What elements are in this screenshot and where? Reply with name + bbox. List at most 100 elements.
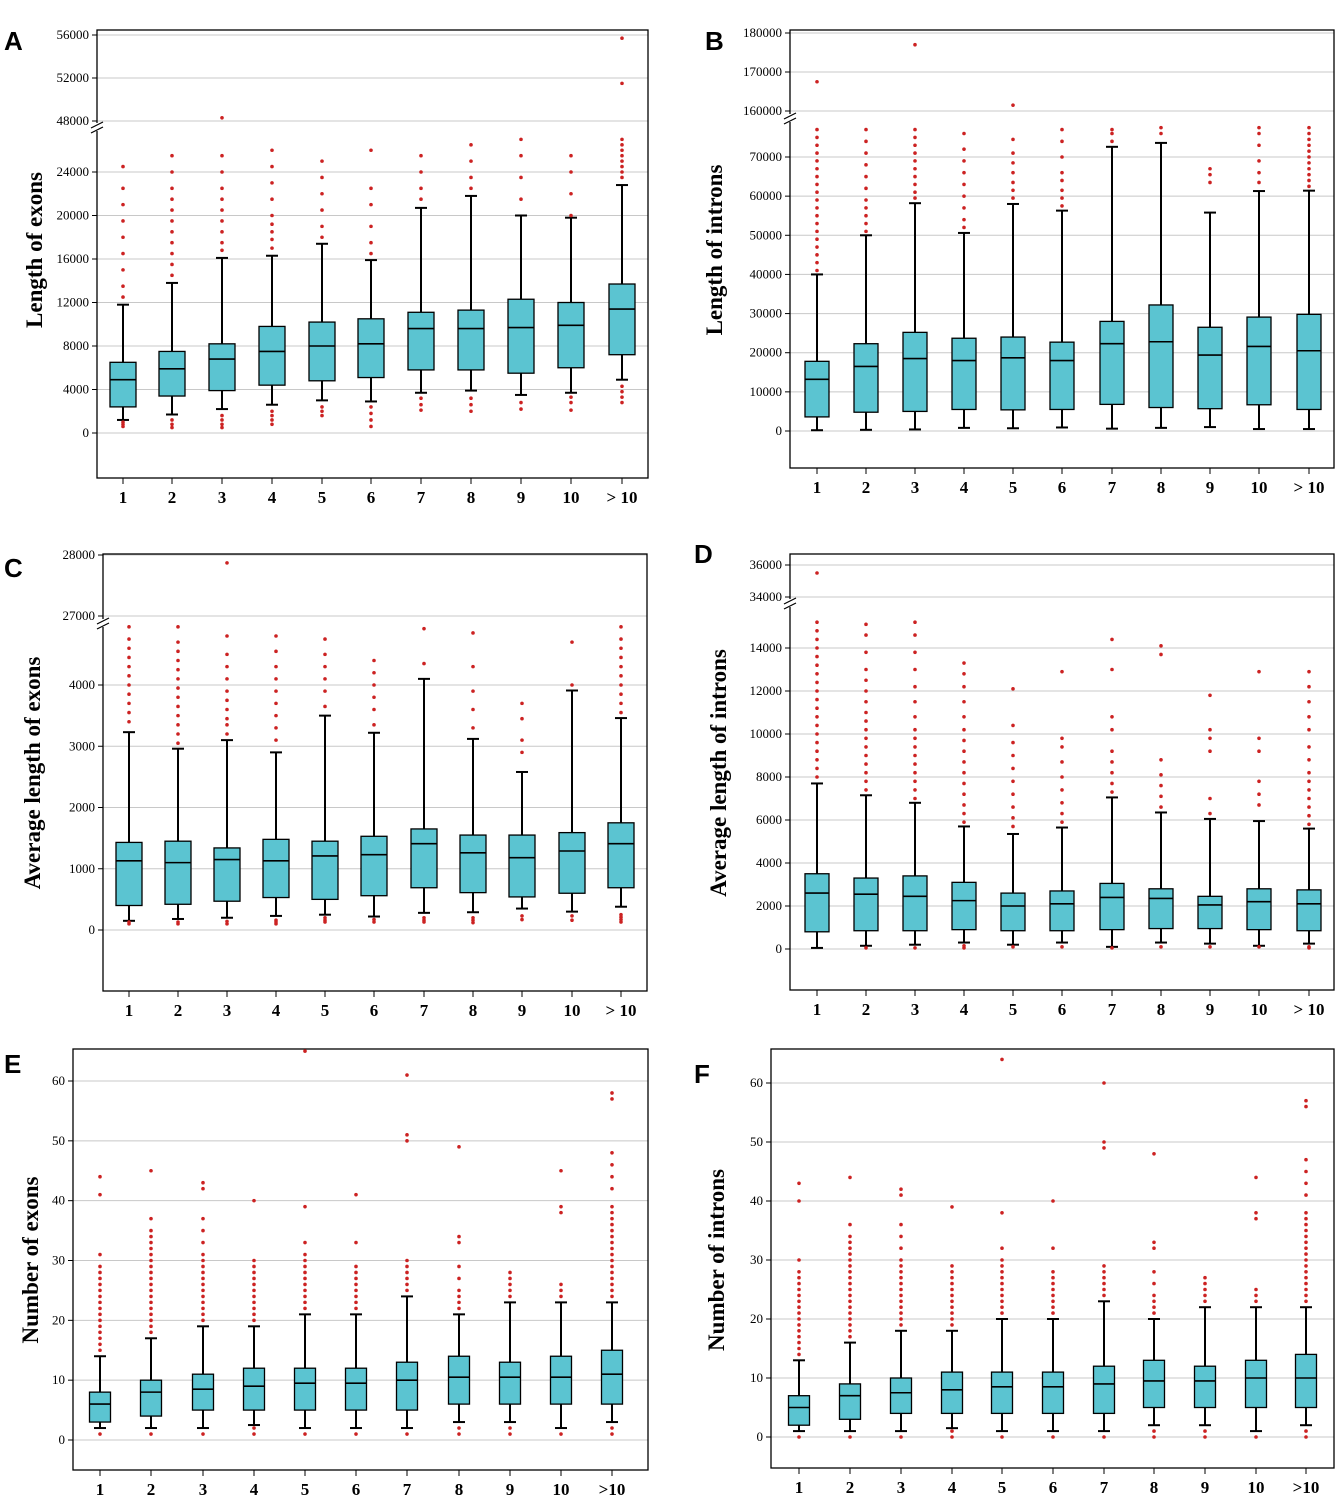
box-5 [311, 637, 339, 924]
outlier-point [962, 803, 966, 807]
outlier-point [815, 620, 819, 624]
outlier-point [201, 1252, 205, 1257]
iqr-box [1148, 304, 1174, 409]
iqr-box [293, 1367, 317, 1411]
outlier-point [149, 1246, 153, 1251]
outlier-point [252, 1282, 256, 1287]
outlier-point [457, 1276, 461, 1281]
outlier-point [252, 1288, 256, 1293]
outlier-point [121, 295, 125, 299]
outlier-point [98, 1288, 102, 1293]
iqr-box [1296, 889, 1322, 932]
iqr-box [1099, 320, 1125, 406]
box-10 [1296, 125, 1322, 431]
outlier-point [962, 661, 966, 665]
outlier-point [864, 151, 868, 155]
x-tick-label: 7 [403, 1480, 412, 1498]
panel-letter: B [705, 26, 724, 56]
iqr-box [410, 828, 438, 889]
outlier-point [815, 749, 819, 753]
outlier-point [457, 1306, 461, 1311]
box-6 [344, 1192, 368, 1436]
outlier-point [98, 1174, 102, 1179]
outlier-point [1307, 178, 1311, 183]
outlier-point [519, 407, 523, 411]
outlier-point [1060, 736, 1064, 741]
outlier-point [98, 1336, 102, 1341]
y-tick-label: 2000 [69, 800, 95, 815]
box-7 [407, 153, 435, 412]
outlier-point [176, 625, 180, 629]
outlier-point [1304, 1275, 1308, 1280]
outlier-point [457, 1264, 461, 1269]
outlier-point [405, 1139, 409, 1143]
x-tick-label: 4 [960, 478, 969, 497]
outlier-point [913, 753, 917, 758]
outlier-point [1051, 1305, 1055, 1309]
outlier-point [848, 1293, 852, 1298]
x-tick-label: 9 [1201, 1478, 1210, 1497]
outlier-point [797, 1323, 801, 1327]
outlier-point [848, 1305, 852, 1309]
x-tick-label: 5 [318, 488, 327, 507]
outlier-point [170, 418, 174, 422]
outlier-point [149, 1168, 153, 1173]
outlier-point [354, 1270, 358, 1275]
outlier-point [610, 1270, 614, 1275]
outlier-point [815, 190, 819, 195]
outlier-point [405, 1133, 409, 1137]
outlier-point [1051, 1246, 1055, 1250]
outlier-point [1254, 1435, 1258, 1439]
y-tick-label: 2000 [756, 898, 782, 913]
outlier-point [620, 153, 624, 158]
outlier-point [1051, 1270, 1055, 1274]
outlier-point [1000, 1275, 1004, 1280]
outlier-point [354, 1192, 358, 1197]
outlier-point [1152, 1305, 1156, 1309]
outlier-point [323, 704, 327, 709]
x-tick-label: 2 [862, 478, 871, 497]
outlier-point [98, 1252, 102, 1257]
outlier-point [797, 1340, 801, 1345]
y-tick-label: 30000 [750, 306, 783, 321]
outlier-point [323, 915, 327, 920]
outlier-point [469, 409, 473, 414]
outlier-point [149, 1312, 153, 1317]
outlier-point [1203, 1287, 1207, 1292]
outlier-point [950, 1305, 954, 1309]
outlier-point [1060, 801, 1064, 805]
iqr-box [407, 311, 435, 371]
axis-break-gap [93, 123, 101, 131]
outlier-point [962, 699, 966, 704]
outlier-point [170, 240, 174, 245]
outlier-point [303, 1252, 307, 1257]
y-tick-label: 10000 [750, 726, 783, 741]
outlier-point [962, 182, 966, 187]
outlier-point [1152, 1311, 1156, 1315]
iqr-box [558, 831, 586, 894]
outlier-point [815, 758, 819, 762]
outlier-point [320, 191, 324, 196]
outlier-point [848, 1175, 852, 1180]
outlier-point [1257, 143, 1261, 148]
outlier-point [149, 1234, 153, 1239]
outlier-point [1051, 1299, 1055, 1304]
outlier-point [848, 1329, 852, 1333]
x-tick-label: 1 [795, 1478, 804, 1497]
outlier-point [899, 1275, 903, 1280]
outlier-point [201, 1264, 205, 1269]
outlier-point [913, 736, 917, 741]
outlier-point [508, 1288, 512, 1293]
outlier-point [252, 1258, 256, 1263]
outlier-point [1110, 781, 1114, 786]
outlier-point [559, 1294, 563, 1299]
outlier-point [1011, 824, 1015, 829]
outlier-point [962, 781, 966, 786]
outlier-point [815, 740, 819, 745]
x-tick-label: > 10 [606, 1001, 637, 1020]
y-tick-label: 24000 [57, 164, 90, 179]
y-tick-label: 28000 [63, 547, 96, 562]
outlier-point [1159, 805, 1163, 809]
y-tick-label: 30 [750, 1252, 763, 1267]
outlier-point [569, 170, 573, 174]
